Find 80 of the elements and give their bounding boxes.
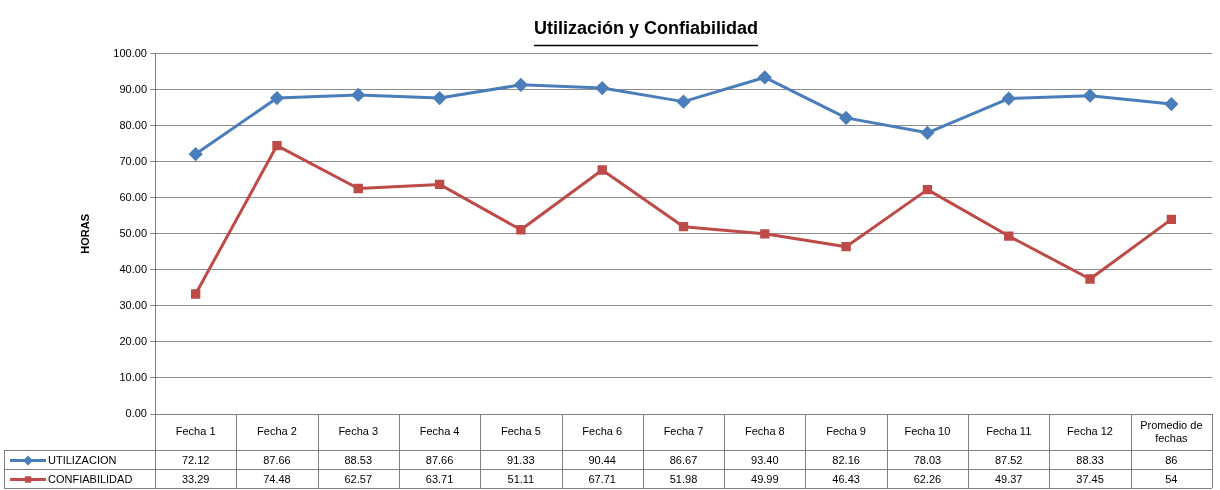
point <box>678 221 689 232</box>
point <box>514 78 528 92</box>
x-tick-label: Fecha 4 <box>419 425 460 438</box>
x-tick-label: Promedio de fechas <box>1140 418 1203 444</box>
y-tick-label: 70.00 <box>119 154 147 167</box>
text: 86.67 <box>669 453 698 466</box>
x-tick-label: Fecha 1 <box>175 425 216 438</box>
point <box>353 183 363 194</box>
point <box>922 184 933 195</box>
text: 51.98 <box>669 472 698 485</box>
x-tick-label: Fecha 3 <box>338 425 379 438</box>
y-axis-title: HORAS <box>78 213 91 254</box>
y-tick-label: 90.00 <box>119 82 147 95</box>
y-tick-label: 10.00 <box>119 370 147 383</box>
text: 67.71 <box>588 472 616 485</box>
text: 46.43 <box>832 472 860 485</box>
point <box>1083 89 1097 103</box>
y-tick-label: 30.00 <box>119 298 147 311</box>
point <box>1004 231 1014 241</box>
point <box>189 147 203 161</box>
text: 78.03 <box>913 453 942 466</box>
point <box>1166 214 1177 225</box>
point <box>351 88 365 102</box>
x-tick-label: Fecha 8 <box>744 425 785 438</box>
point <box>1085 274 1095 284</box>
point <box>272 140 282 151</box>
point <box>1002 92 1016 106</box>
point <box>839 111 853 125</box>
y-tick-label: 80.00 <box>119 118 147 131</box>
point <box>841 241 851 252</box>
legend-label: CONFIABILIDAD <box>48 472 133 485</box>
text: 33.29 <box>181 472 210 485</box>
point <box>516 225 526 235</box>
point <box>433 91 447 105</box>
x-tick-label: Fecha 7 <box>663 425 704 438</box>
text: 93.40 <box>751 453 779 466</box>
text: 62.57 <box>344 472 373 485</box>
text: 91.33 <box>507 453 535 466</box>
point <box>760 229 770 239</box>
x-tick-label: Fecha 9 <box>826 425 866 438</box>
y-tick-label: 60.00 <box>119 190 147 203</box>
text: 87.52 <box>994 453 1023 466</box>
y-tick-label: 40.00 <box>119 262 147 275</box>
chart-title: Utilización y Confiabilidad <box>533 17 759 38</box>
point <box>920 126 934 140</box>
x-tick-label: Fecha 11 <box>986 425 1032 438</box>
text: 88.33 <box>1076 453 1104 466</box>
y-tick-label: 100.00 <box>113 46 147 59</box>
text: 51.11 <box>507 472 535 485</box>
x-tick-label: Fecha 5 <box>501 425 541 438</box>
text: 49.37 <box>994 472 1023 485</box>
point <box>270 91 284 105</box>
text: 49.99 <box>751 472 779 485</box>
text: 63.71 <box>425 472 454 485</box>
point <box>190 289 201 299</box>
y-tick-label: 0.00 <box>125 407 147 420</box>
text: 37.45 <box>1076 472 1104 485</box>
point <box>677 95 690 109</box>
legend-label: UTILIZACION <box>48 453 117 466</box>
point <box>597 165 607 175</box>
y-tick-label: 20.00 <box>119 334 147 347</box>
point <box>758 70 772 84</box>
x-tick-label: Fecha 2 <box>257 425 297 438</box>
text: 62.26 <box>913 472 942 485</box>
text: 54 <box>1165 472 1178 485</box>
x-tick-label: Fecha 12 <box>1067 425 1113 438</box>
y-tick-label: 50.00 <box>119 226 147 239</box>
text: 88.53 <box>344 453 373 466</box>
point <box>434 179 445 190</box>
x-tick-label: Fecha 6 <box>582 425 623 438</box>
text: 72.12 <box>181 453 210 466</box>
x-tick-label: Fecha 10 <box>904 425 951 438</box>
text: 82.16 <box>832 453 860 466</box>
text: 87.66 <box>425 453 454 466</box>
text: 74.48 <box>263 472 291 485</box>
point <box>1164 97 1178 111</box>
text: 86 <box>1165 453 1178 466</box>
point <box>595 81 609 95</box>
text: 90.44 <box>588 453 616 466</box>
text: 87.66 <box>263 453 291 466</box>
